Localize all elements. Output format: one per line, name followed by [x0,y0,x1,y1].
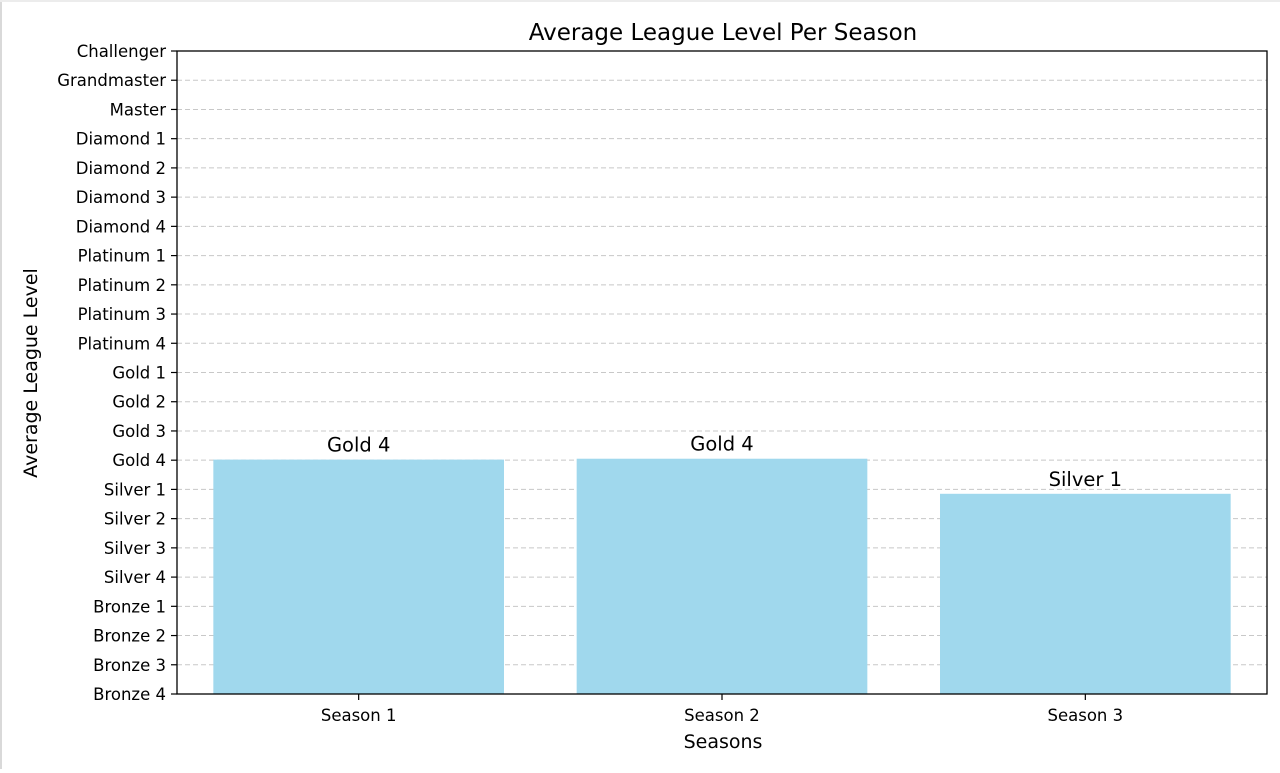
window-edge-top [0,0,1280,2]
y-tick-label: Silver 1 [104,480,166,499]
bar-value-label: Gold 4 [690,433,753,456]
bar [576,458,868,694]
y-tick-label: Platinum 2 [78,276,166,295]
bars [213,458,1231,694]
y-tick-label: Gold 4 [112,451,166,470]
y-tick-label: Platinum 4 [78,334,166,353]
y-tick-label: Bronze 1 [93,597,166,616]
bar-value-label: Gold 4 [327,434,390,457]
y-tick-label: Gold 1 [112,364,166,383]
y-tick-label: Challenger [77,42,166,61]
y-tick-label: Diamond 4 [76,217,166,236]
y-tick-label: Diamond 2 [76,159,166,178]
x-axis-label: Seasons [684,731,763,753]
bar-value-labels: Gold 4 Gold 4 Silver 1 [327,433,1122,491]
y-tick-label: Bronze 3 [93,656,166,675]
y-tick-label: Grandmaster [57,71,166,90]
y-tick-label: Silver 2 [104,510,166,529]
y-tick-label: Diamond 1 [76,130,166,149]
chart-title: Average League Level Per Season [529,20,918,46]
y-tick-label: Bronze 4 [93,685,166,704]
y-tick-label: Gold 2 [112,393,166,412]
y-tick-label: Master [110,100,167,119]
x-tick-label: Season 1 [321,706,397,725]
y-tick-label: Platinum 3 [78,305,166,324]
y-tick-label: Silver 3 [104,539,166,558]
y-tick-label: Silver 4 [104,568,166,587]
x-tick-label: Season 3 [1048,706,1124,725]
x-tick-label: Season 2 [684,706,760,725]
y-tick-label: Platinum 1 [78,247,166,266]
x-axis-ticks: Season 1 Season 2 Season 3 [321,694,1123,725]
bar [213,459,505,694]
y-tick-label: Gold 3 [112,422,166,441]
plot-frame [176,50,1268,695]
y-axis-ticks: Bronze 4 Bronze 3 Bronze 2 Bronze 1 Silver 4… [57,42,177,704]
bar [940,493,1231,694]
bar-value-label: Silver 1 [1049,468,1122,491]
y-tick-label: Diamond 3 [76,188,166,207]
y-axis-label: Average League Level [20,268,42,478]
y-tick-label: Bronze 2 [93,627,166,646]
window-edge-left [0,0,2,769]
